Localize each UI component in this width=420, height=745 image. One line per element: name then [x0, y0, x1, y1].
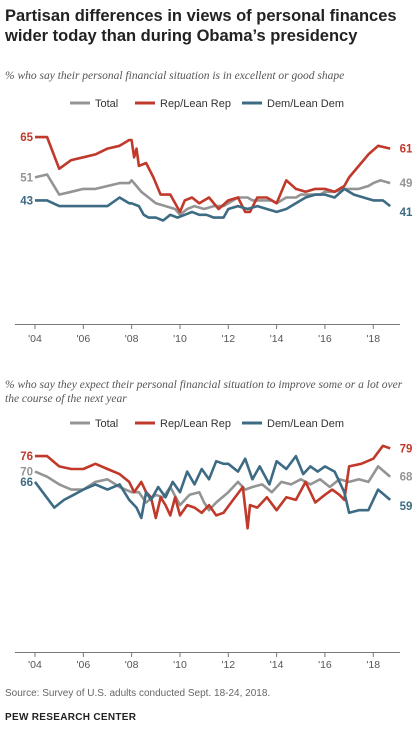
source-note: Source: Survey of U.S. adults conducted … — [5, 688, 271, 699]
start-value-label: 70 — [20, 467, 33, 479]
chart-1: '04 '06 '08 '10 '12 '14 '16 '18 Total Rep/Lean Re… — [15, 98, 413, 345]
series-line-1 — [34, 465, 392, 512]
end-value-label: 49 — [400, 178, 413, 190]
end-value-label: 41 — [400, 207, 413, 219]
end-value-label: 68 — [400, 472, 413, 484]
start-value-label: 43 — [20, 195, 33, 207]
series-line-3 — [33, 454, 392, 520]
chart-1-subtitle: % who say their personal financial situa… — [5, 70, 345, 82]
chart-2-subtitle: % who say they expect their personal fin… — [5, 379, 403, 405]
start-value-label: 65 — [20, 132, 33, 144]
legend-label: Total — [95, 418, 118, 430]
x-tick-label: '06 — [76, 659, 90, 671]
end-value-label: 59 — [400, 501, 413, 513]
page-title: Partisan differences in views of persona… — [5, 7, 397, 45]
start-value-label: 51 — [20, 172, 33, 184]
x-tick-label: '16 — [318, 333, 332, 345]
end-value-label: 79 — [400, 443, 413, 455]
x-tick-label: '04 — [28, 333, 42, 345]
series-line-2 — [35, 135, 391, 214]
x-tick-label: '18 — [366, 333, 380, 345]
chart-2: '04 '06 '08 '10 '12 '14 '16 '18 Total Rep/Lean Re… — [15, 418, 413, 671]
x-tick-label: '10 — [173, 333, 187, 345]
legend-label: Dem/Lean Dem — [267, 418, 344, 430]
start-value-label: 76 — [20, 451, 33, 463]
legend-label: Total — [95, 98, 118, 110]
x-tick-label: '08 — [125, 659, 139, 671]
x-tick-label: '12 — [221, 333, 235, 345]
series-line-2 — [35, 444, 391, 530]
legend-label: Rep/Lean Rep — [160, 418, 231, 430]
x-tick-label: '18 — [366, 659, 380, 671]
x-tick-label: '10 — [173, 659, 187, 671]
brand-logo-text: PEW RESEARCH CENTER — [5, 712, 137, 723]
end-value-label: 61 — [400, 144, 413, 156]
x-tick-label: '04 — [28, 659, 42, 671]
x-tick-label: '12 — [221, 659, 235, 671]
start-value-label: 66 — [20, 477, 33, 489]
x-tick-label: '16 — [318, 659, 332, 671]
series-line-3 — [35, 187, 392, 222]
x-tick-label: '08 — [125, 333, 139, 345]
x-tick-label: '06 — [76, 333, 90, 345]
x-tick-label: '14 — [270, 659, 284, 671]
legend-label: Dem/Lean Dem — [267, 98, 344, 110]
legend-label: Rep/Lean Rep — [160, 98, 231, 110]
x-tick-label: '14 — [270, 333, 284, 345]
